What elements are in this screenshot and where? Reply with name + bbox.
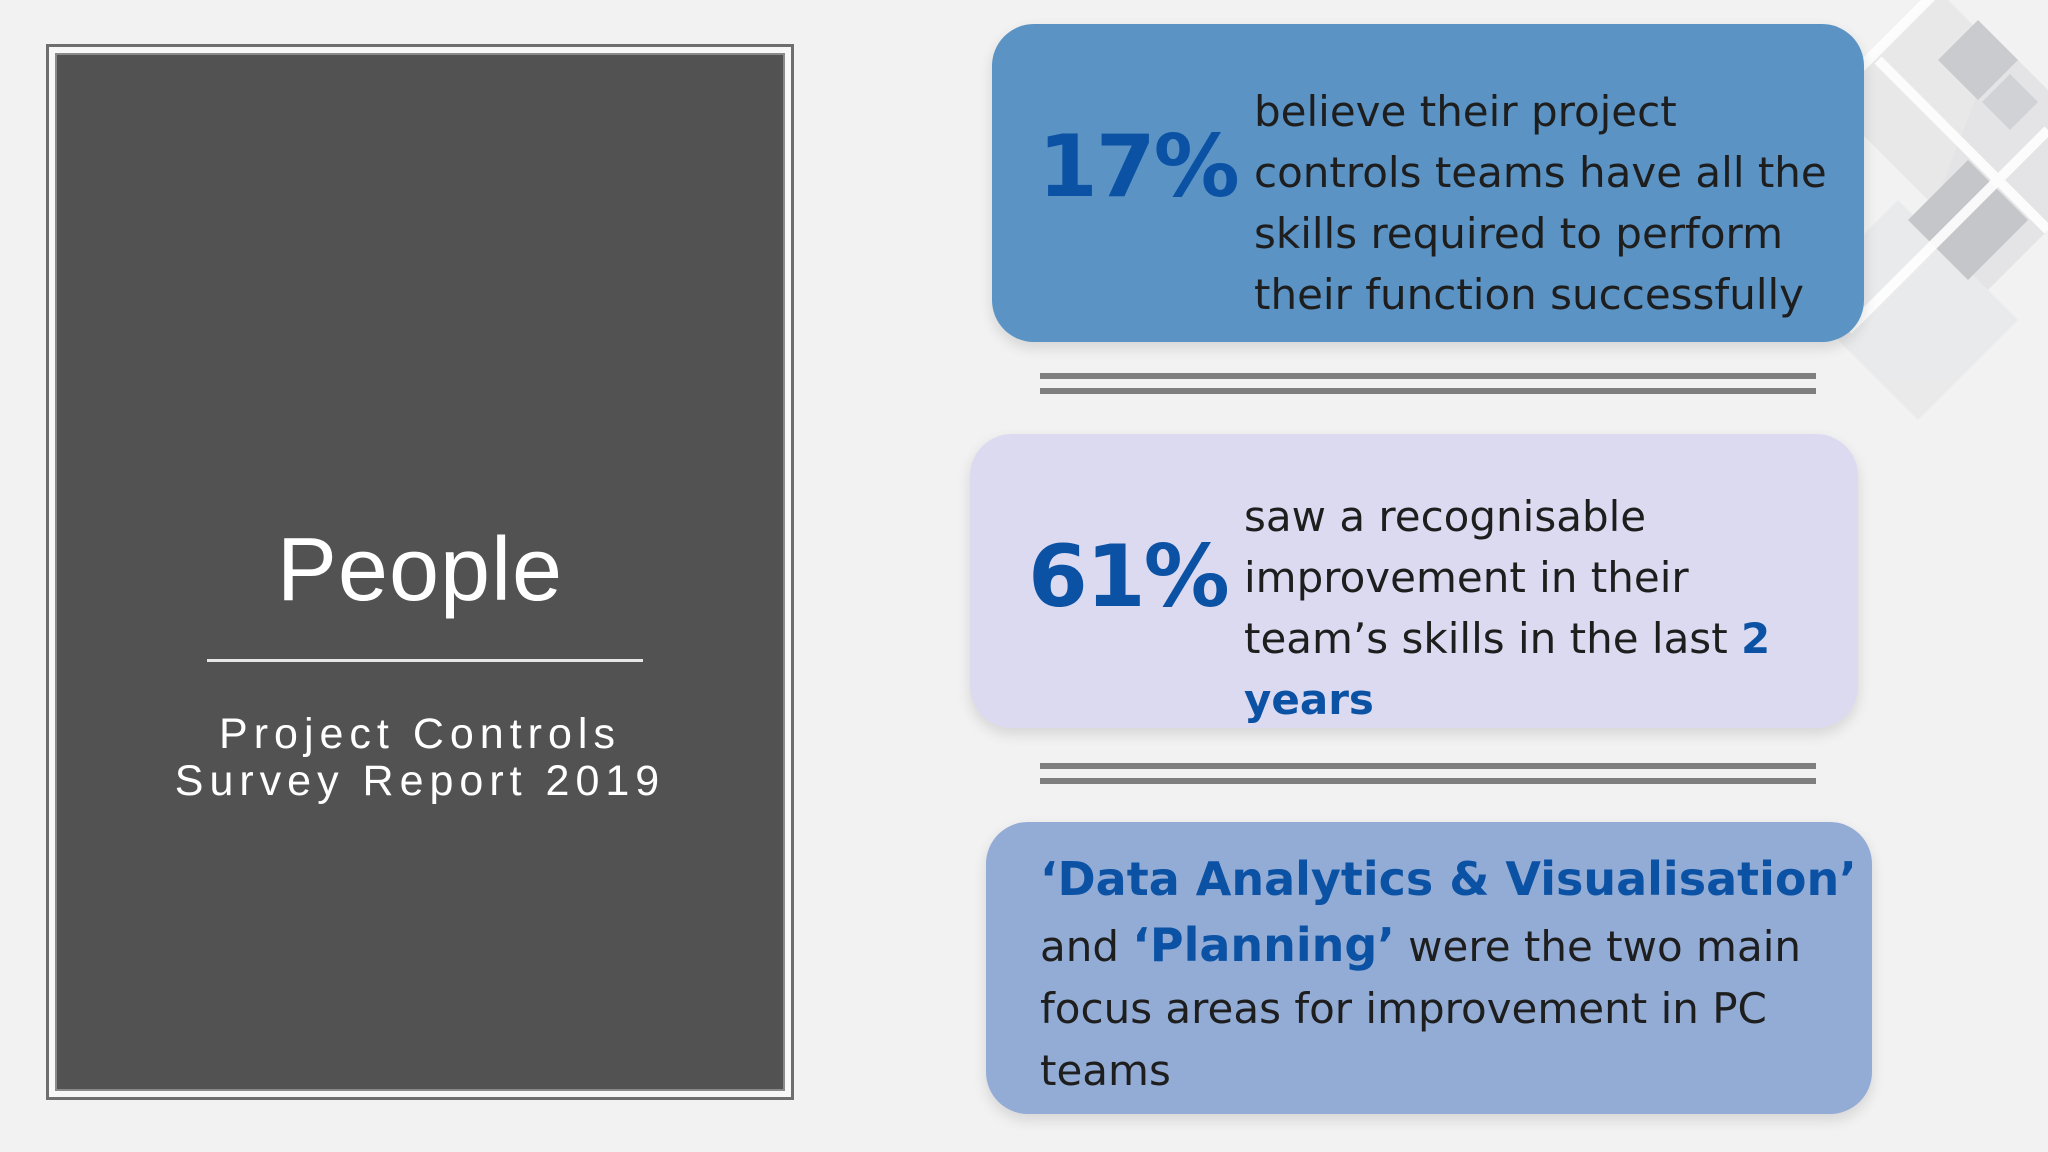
stat-value: 61%: [1028, 527, 1230, 627]
double-line-divider: [1040, 763, 1816, 785]
slide-subtitle: Project Controls Survey Report 2019: [57, 711, 783, 805]
focus-areas-card: ‘Data Analytics & Visualisation’ and ‘Pl…: [986, 822, 1872, 1114]
stat-value: 17%: [1038, 117, 1240, 217]
diamond-lattice-decoration: [1798, 0, 2048, 420]
divider-line: [1040, 373, 1816, 379]
slide-title: People: [276, 520, 564, 620]
title-panel-inner: People Project Controls Survey Report 20…: [55, 53, 785, 1091]
title-panel: People Project Controls Survey Report 20…: [46, 44, 794, 1100]
subtitle-line-2: Survey Report 2019: [174, 757, 666, 805]
focus-body: and ‘Planning’ were the two main focus a…: [1040, 914, 1840, 1102]
stat-description: saw a recognisable improvement in their …: [1244, 486, 1844, 730]
focus-body-start: and: [1040, 922, 1120, 971]
double-line-divider: [1040, 373, 1816, 395]
stat-card-improvement: 61% saw a recognisable improvement in th…: [970, 434, 1858, 728]
divider-line: [1040, 778, 1816, 784]
divider-line: [1040, 388, 1816, 394]
focus-highlight: ‘Planning’: [1132, 918, 1395, 972]
stat-highlight: 2 years: [1244, 614, 1771, 724]
title-divider: [207, 659, 643, 662]
stat-card-skills: 17% believe their project controls teams…: [992, 24, 1864, 342]
stat-description-text: saw a recognisable improvement in their …: [1244, 492, 1728, 663]
focus-body-end: were the two main focus areas for improv…: [1040, 922, 1801, 1095]
focus-headline: ‘Data Analytics & Visualisation’: [1040, 852, 1857, 906]
stat-description: believe their project controls teams hav…: [1254, 87, 1827, 319]
divider-line: [1040, 763, 1816, 769]
subtitle-line-1: Project Controls: [219, 710, 621, 758]
